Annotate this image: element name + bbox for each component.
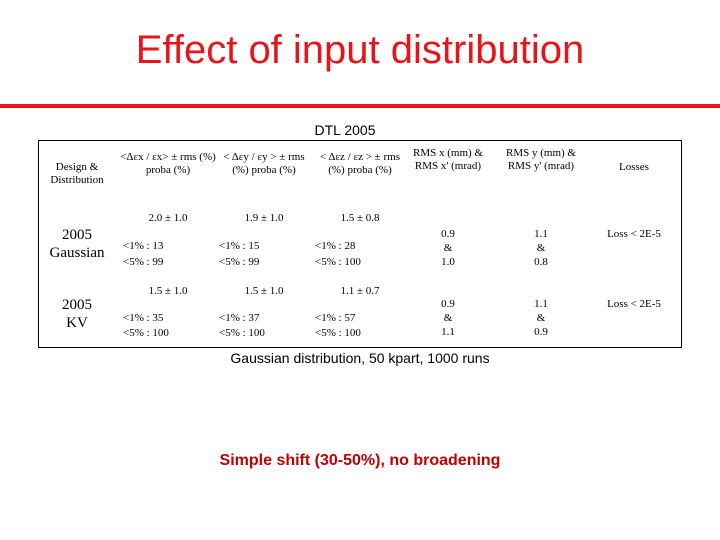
- row-label-line1: 2005: [62, 227, 92, 243]
- header-ey: < Δεy / εy > ± rms (%) proba (%): [223, 151, 305, 176]
- ey-proba-5pct: <5% : 100: [219, 327, 265, 339]
- rms-x-prime-value: 1.0: [441, 256, 455, 268]
- ey-proba-1pct: <1% : 37: [219, 312, 260, 324]
- losses-value: Loss < 2E-5: [607, 298, 661, 310]
- ez-proba-5pct: <5% : 100: [315, 327, 361, 339]
- row-label-line2: KV: [66, 315, 88, 331]
- rms-y-ampersand: &: [536, 242, 546, 254]
- row-label-line1: 2005: [62, 297, 92, 313]
- table-title: DTL 2005: [314, 122, 376, 138]
- ex-mean: 2.0 ± 1.0: [148, 212, 188, 224]
- rms-y-ampersand: &: [536, 312, 546, 324]
- rms-x-prime-value: 1.1: [441, 326, 455, 338]
- rms-x-ampersand: &: [443, 242, 453, 254]
- ey-mean: 1.5 ± 1.0: [244, 285, 284, 297]
- ey-proba-5pct: <5% : 99: [219, 256, 260, 268]
- rms-y-value: 1.1: [534, 298, 548, 310]
- ex-mean: 1.5 ± 1.0: [148, 285, 188, 297]
- ez-proba-5pct: <5% : 100: [315, 256, 361, 268]
- rms-y-prime-value: 0.8: [534, 256, 548, 268]
- losses-value: Loss < 2E-5: [607, 228, 661, 240]
- title-divider: [0, 104, 720, 108]
- ez-proba-1pct: <1% : 28: [315, 240, 356, 252]
- results-table: Design & Distribution <Δεx / εx> ± rms (…: [38, 140, 682, 348]
- ex-proba-1pct: <1% : 13: [123, 240, 164, 252]
- rms-y-value: 1.1: [534, 228, 548, 240]
- ey-mean: 1.9 ± 1.0: [244, 212, 284, 224]
- ez-proba-1pct: <1% : 57: [315, 312, 356, 324]
- slide-title: Effect of input distribution: [135, 28, 585, 72]
- ez-mean: 1.5 ± 0.8: [340, 212, 380, 224]
- ey-proba-1pct: <1% : 15: [219, 240, 260, 252]
- header-rms-y: RMS y (mm) & RMS y' (mrad): [506, 147, 576, 172]
- rms-y-prime-value: 0.9: [534, 326, 548, 338]
- rms-x-ampersand: &: [443, 312, 453, 324]
- conclusion-text: Simple shift (30-50%), no broadening: [219, 452, 501, 469]
- header-rms-x: RMS x (mm) & RMS x' (mrad): [413, 147, 483, 172]
- header-ez: < Δεz / εz > ± rms (%) proba (%): [320, 151, 400, 176]
- header-ex: <Δεx / εx> ± rms (%) proba (%): [120, 151, 216, 176]
- ex-proba-5pct: <5% : 99: [123, 256, 164, 268]
- ex-proba-1pct: <1% : 35: [123, 312, 164, 324]
- header-design: Design & Distribution: [50, 161, 104, 186]
- ex-proba-5pct: <5% : 100: [123, 327, 169, 339]
- rms-x-value: 0.9: [441, 298, 455, 310]
- row-label-line2: Gaussian: [49, 245, 105, 261]
- header-losses: Losses: [619, 161, 649, 173]
- simulation-note: Gaussian distribution, 50 kpart, 1000 ru…: [230, 350, 490, 366]
- ez-mean: 1.1 ± 0.7: [340, 285, 380, 297]
- rms-x-value: 0.9: [441, 228, 455, 240]
